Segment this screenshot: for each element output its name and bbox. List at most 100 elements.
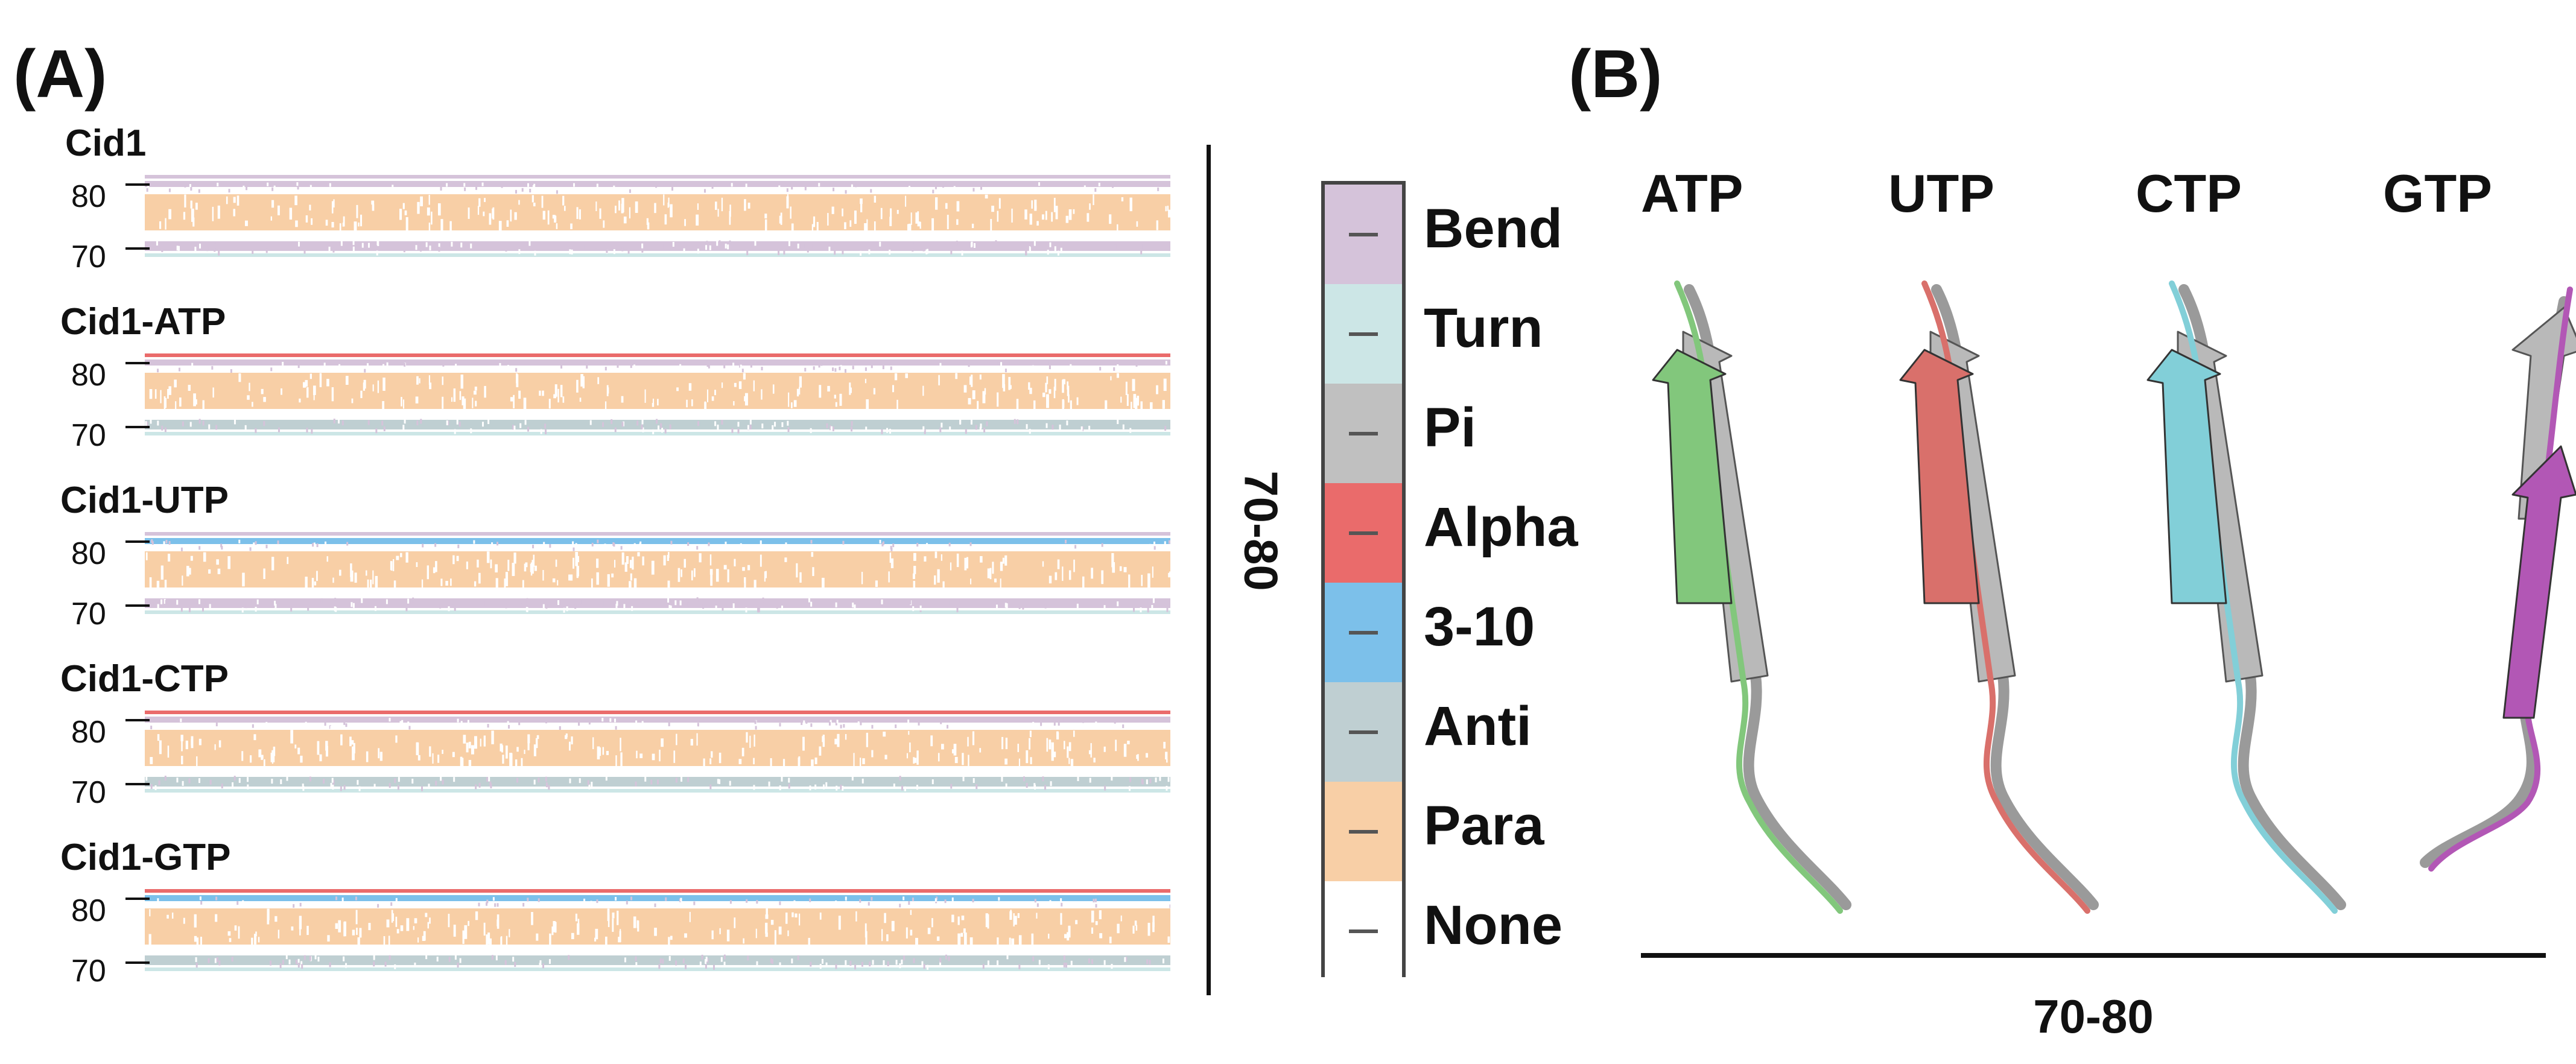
- band-speckle: [968, 366, 970, 370]
- band-speckle: [699, 961, 702, 967]
- tick-mark-80: [125, 719, 150, 721]
- band-speckle: [797, 955, 799, 960]
- band-speckle: [340, 734, 343, 746]
- band-speckle: [842, 249, 844, 255]
- band-speckle: [459, 391, 462, 401]
- band-speckle: [570, 223, 573, 229]
- band-speckle: [417, 755, 420, 761]
- band-speckle: [1044, 603, 1047, 609]
- band-speckle: [244, 220, 248, 226]
- band-speckle: [861, 961, 863, 967]
- band-speckle: [429, 746, 431, 757]
- band-speckle: [189, 422, 192, 427]
- band-speckle: [531, 560, 534, 574]
- band-speckle: [1117, 544, 1119, 548]
- band-speckle: [533, 779, 536, 785]
- band-speckle: [812, 567, 814, 577]
- band-speckle: [217, 182, 219, 186]
- band-speckle: [319, 373, 322, 387]
- band-speckle: [979, 426, 982, 432]
- legend-swatch-none: [1325, 881, 1402, 981]
- band-speckle: [249, 547, 252, 551]
- band-speckle: [367, 420, 370, 425]
- band-speckle: [997, 392, 999, 407]
- band-speckle: [324, 722, 326, 726]
- band-speckle: [314, 581, 317, 586]
- band-speckle: [828, 246, 831, 252]
- band-speckle: [395, 916, 398, 927]
- band-speckle: [491, 730, 494, 744]
- track-title-1: Cid1-ATP: [60, 301, 226, 343]
- band-speckle: [354, 221, 357, 232]
- band-speckle: [1091, 910, 1094, 923]
- band-speckle: [523, 366, 525, 370]
- band-speckle: [1117, 224, 1118, 233]
- band-speckle: [1117, 601, 1119, 607]
- band-speckle: [766, 908, 768, 915]
- band-speckle: [312, 543, 314, 547]
- band-speckle: [810, 961, 812, 967]
- band-speckle: [483, 211, 485, 217]
- band-speckle: [1147, 573, 1150, 588]
- band-speckle: [910, 212, 912, 225]
- band-speckle: [525, 562, 528, 568]
- band-speckle: [1152, 916, 1155, 928]
- band-speckle: [501, 184, 503, 188]
- band-speckle: [160, 390, 162, 404]
- band-speckle: [164, 427, 167, 432]
- band-speckle: [1087, 213, 1090, 222]
- band-speckle: [395, 898, 398, 902]
- band-speckle: [277, 540, 279, 545]
- band-speckle: [793, 400, 797, 407]
- band-speckle: [1048, 575, 1052, 584]
- band-upper-accent: [145, 717, 1170, 723]
- panel-a-label: (A): [13, 36, 107, 112]
- band-speckle: [866, 219, 868, 231]
- band-speckle: [906, 927, 908, 939]
- band-speckle: [617, 910, 619, 925]
- tick-mark-80: [125, 362, 150, 364]
- band-speckle: [1032, 365, 1034, 369]
- band-speckle: [939, 961, 942, 966]
- band-speckle: [515, 189, 517, 194]
- band-speckle: [967, 736, 969, 747]
- band-speckle: [338, 920, 341, 933]
- band-speckle: [513, 553, 516, 564]
- band-speckle: [861, 572, 863, 584]
- legend: [1321, 181, 1406, 981]
- band-speckle: [975, 425, 977, 430]
- band-speckle: [793, 900, 796, 904]
- structure-ribbon-utp: [1899, 280, 2099, 914]
- band-speckle: [367, 579, 369, 589]
- band-speckle: [740, 543, 742, 547]
- band-speckle: [527, 734, 530, 744]
- band-speckle: [854, 604, 856, 610]
- band-speckle: [746, 899, 748, 903]
- band-speckle: [997, 361, 1000, 365]
- band-speckle: [483, 922, 486, 936]
- band-speckle: [427, 207, 430, 216]
- band-speckle: [851, 184, 853, 188]
- band-speckle: [367, 363, 369, 367]
- band-speckle: [594, 937, 597, 942]
- band-speckle: [527, 898, 529, 902]
- band-speckle: [696, 598, 699, 603]
- band-speckle: [787, 194, 788, 200]
- band-speckle: [778, 185, 781, 189]
- band-speckle: [1152, 922, 1155, 933]
- band-speckle: [569, 574, 573, 581]
- band-speckle: [857, 721, 860, 726]
- band-speckle: [556, 190, 558, 194]
- band-speckle: [754, 241, 757, 246]
- band-speckle: [872, 960, 874, 965]
- band-speckle: [834, 394, 836, 399]
- band-speckle: [1053, 752, 1056, 758]
- band-speckle: [512, 563, 515, 576]
- band-speckle: [343, 785, 346, 790]
- band-speckle: [516, 361, 518, 366]
- band-speckle: [499, 363, 501, 367]
- band-speckle: [913, 566, 916, 574]
- band-speckle: [727, 244, 729, 250]
- band-speckle: [1033, 400, 1036, 414]
- band-speckle: [182, 575, 183, 586]
